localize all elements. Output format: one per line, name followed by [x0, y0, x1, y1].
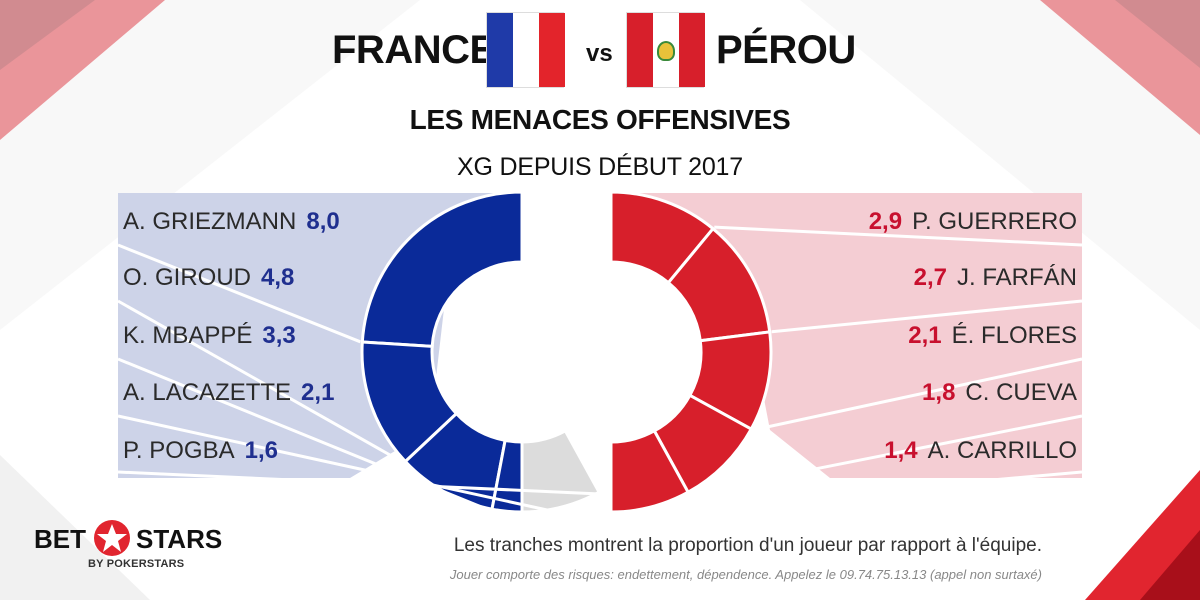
footnote: Les tranches montrent la proportion d'un…: [453, 535, 1042, 556]
player-xg: 2,1: [301, 379, 335, 406]
player-xg: 3,3: [262, 322, 296, 349]
player-name: É. FLORES: [951, 322, 1077, 349]
logo-bet-text: BET: [34, 524, 86, 554]
france-connector-4: [117, 414, 553, 513]
facet-right: [800, 0, 1200, 330]
france-connector-2: [117, 299, 405, 465]
peru-donut: [609, 190, 773, 514]
player-xg: 2,9: [868, 208, 903, 235]
versus-label: vs: [586, 40, 613, 67]
chart-subtitle: XG DEPUIS DÉBUT 2017: [457, 153, 743, 181]
peru-player-3: 2,1 É. FLORES: [908, 313, 1077, 359]
france-player-1: A. GRIEZMANN 8,0: [123, 199, 340, 245]
player-name: A. LACAZETTE: [123, 379, 292, 406]
france-player-4: A. LACAZETTE 2,1: [123, 370, 334, 416]
peru-player-4: 1,8 C. CUEVA: [922, 370, 1077, 416]
peru-connector-2: [771, 299, 1083, 334]
player-name: C. CUEVA: [965, 379, 1077, 406]
chart-title: LES MENACES OFFENSIVES: [409, 104, 791, 135]
facet-left: [0, 0, 420, 330]
player-name: P. GUERRERO: [912, 208, 1077, 235]
peru-coat-of-arms-icon: [657, 41, 675, 61]
player-xg: 8,0: [306, 208, 340, 235]
france-donut: [360, 190, 602, 514]
player-name: K. MBAPPÉ: [123, 322, 253, 349]
france-slice-rest: [520, 428, 602, 514]
player-xg: 2,1: [908, 322, 942, 349]
player-xg: 1,8: [922, 379, 956, 406]
france-slice-1: [360, 190, 524, 348]
france-player-3: K. MBAPPÉ 3,3: [123, 313, 296, 359]
peru-flag-icon: [626, 12, 705, 88]
player-name: O. GIROUD: [123, 264, 252, 291]
peru-player-1: 2,9 P. GUERRERO: [869, 199, 1077, 245]
player-xg: 2,7: [913, 264, 947, 291]
france-connector-5: [117, 470, 601, 496]
connector-lines: [117, 225, 1083, 516]
peru-connector-4: [688, 414, 1083, 496]
france-player-5: P. POGBA 1,6: [123, 428, 278, 474]
disclaimer: Jouer comporte des risques: endettement,…: [449, 567, 1042, 582]
peru-connector-1: [714, 225, 1083, 247]
player-xg: 4,8: [261, 264, 295, 291]
player-name: A. CARRILLO: [927, 437, 1077, 464]
team-home-name: FRANCE: [332, 28, 496, 72]
france-player-2: O. GIROUD 4,8: [123, 255, 294, 301]
peru-connector-3: [752, 357, 1083, 432]
corner-dark-bottom-right: [1140, 530, 1200, 600]
logo-stars-text: STARS: [136, 524, 223, 554]
logo-tagline: BY POKERSTARS: [88, 558, 185, 570]
peru-connector-5: [610, 470, 1083, 516]
france-connector-1: [117, 243, 361, 344]
player-name: J. FARFÁN: [956, 264, 1077, 291]
team-away-name: PÉROU: [716, 28, 856, 72]
player-name: A. GRIEZMANN: [123, 208, 297, 235]
player-xg: 1,4: [884, 437, 918, 464]
player-xg: 1,6: [244, 437, 278, 464]
player-name: P. POGBA: [123, 437, 235, 464]
france-flag-icon: [486, 12, 565, 88]
peru-player-5: 1,4 A. CARRILLO: [884, 428, 1077, 474]
facet-bottom-left: [0, 455, 150, 600]
star-icon: [94, 520, 130, 556]
peru-player-2: 2,7 J. FARFÁN: [914, 255, 1077, 301]
